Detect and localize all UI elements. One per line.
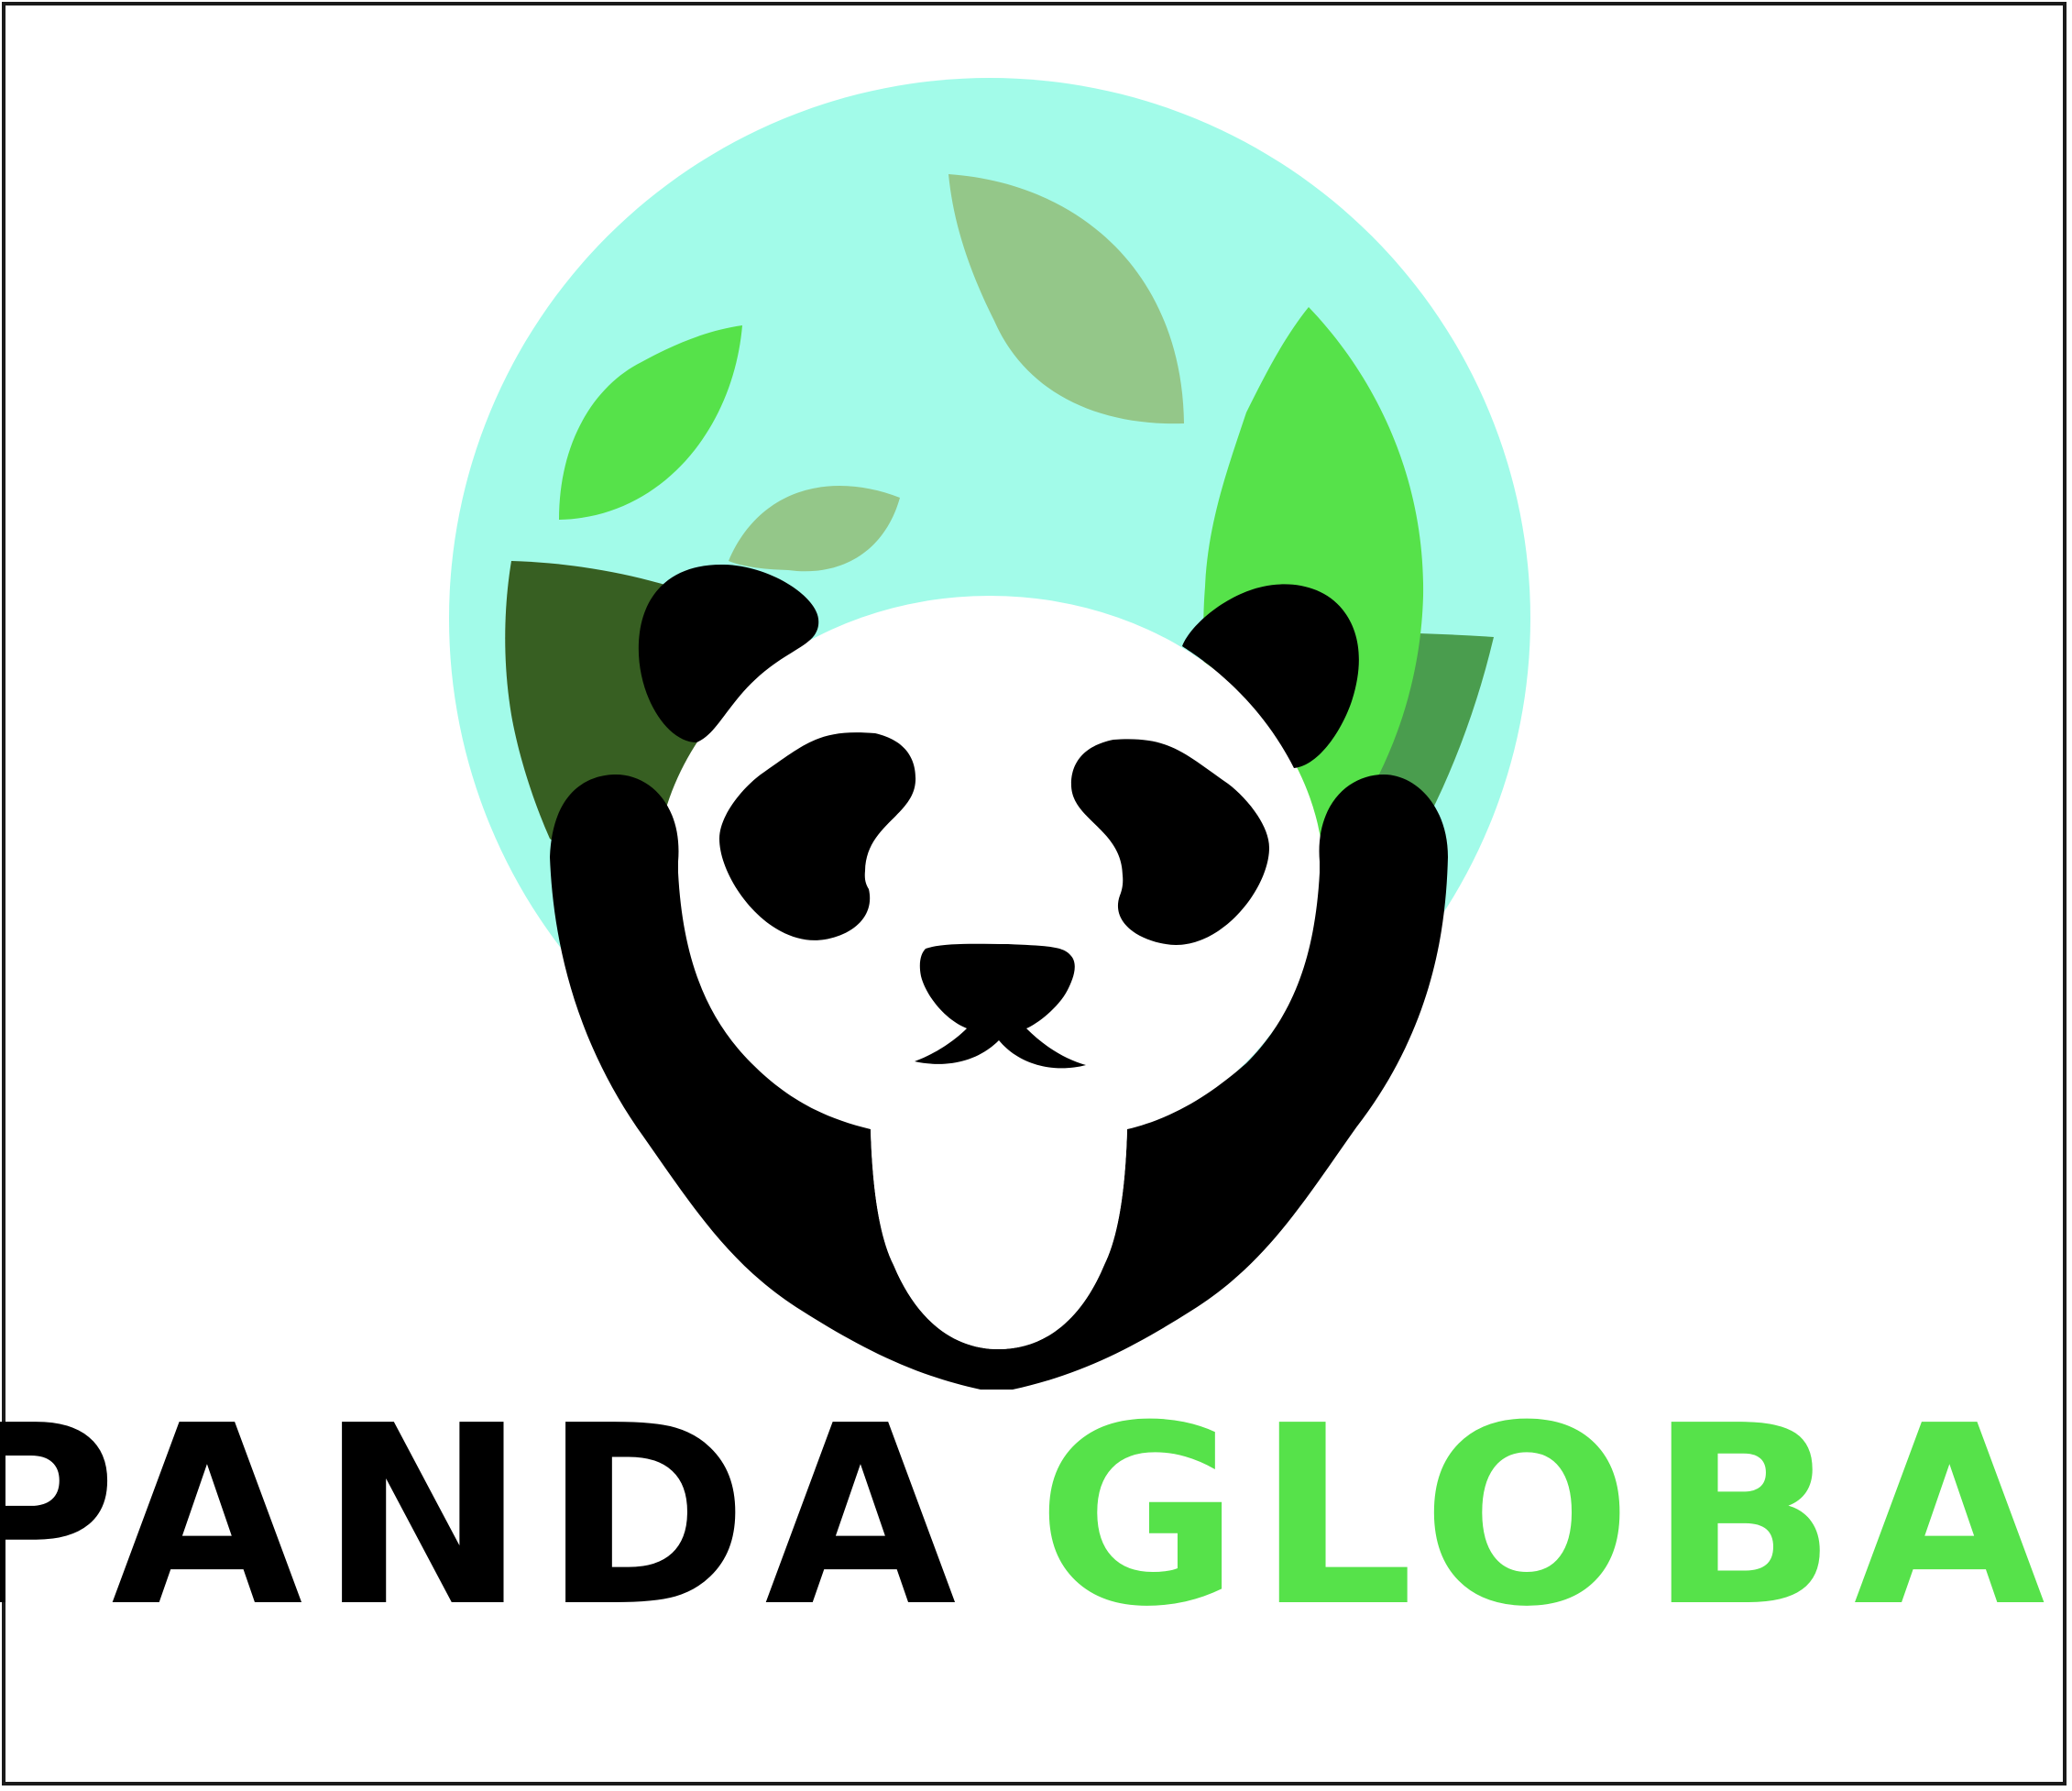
panda-ear-right [1182,584,1359,768]
panda-nose [915,943,1086,1069]
bamboo-leaf-icon [559,325,742,520]
panda-belly [871,1130,1127,1349]
brand-word-panda: PANDA [0,1372,973,1661]
panda-eye-patch-left [719,732,916,940]
bamboo-leaf-icon [948,174,1184,424]
panda-eye-patch-right [1070,739,1269,945]
brand-wordmark: PANDA GLOBAL [0,1393,2072,1641]
brand-word-global: GLOBAL [1036,1372,2072,1661]
bamboo-leaf-icon [729,486,900,572]
panda-body [550,775,1448,1390]
panda-ear-left [638,564,819,742]
